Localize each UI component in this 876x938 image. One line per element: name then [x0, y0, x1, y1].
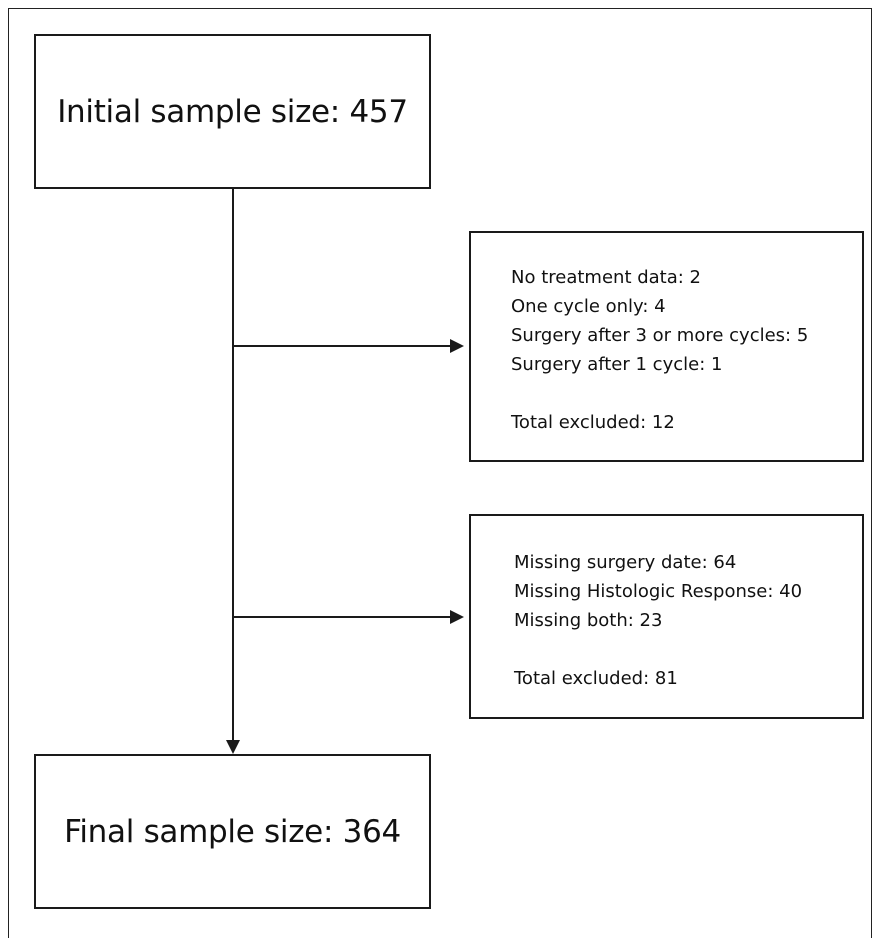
exclusion-1-item: One cycle only: 4 — [511, 296, 666, 317]
main-flow-arrowhead — [226, 740, 240, 754]
exclusion-1-total: Total excluded: 12 — [511, 412, 675, 433]
initial-sample-box: Initial sample size: 457 — [34, 34, 431, 189]
final-sample-label: Final sample size: 364 — [64, 813, 401, 850]
exclusion-2-item: Missing Histologic Response: 40 — [514, 581, 803, 602]
exclusion-box-1: No treatment data: 2 One cycle only: 4 S… — [469, 231, 864, 462]
figure-frame — [8, 8, 872, 938]
exclusion-1-item: Surgery after 1 cycle: 1 — [511, 354, 723, 375]
exclusion-1-item: Surgery after 3 or more cycles: 5 — [511, 325, 809, 346]
final-sample-box: Final sample size: 364 — [34, 754, 431, 909]
exclusion-2-arrowhead — [450, 610, 464, 624]
exclusion-1-item: No treatment data: 2 — [511, 267, 702, 288]
exclusion-2-list: Missing surgery date: 64 Missing Histolo… — [514, 548, 802, 693]
exclusion-2-item: Missing both: 23 — [514, 610, 663, 631]
initial-sample-label: Initial sample size: 457 — [57, 93, 408, 130]
exclusion-2-total: Total excluded: 81 — [514, 668, 678, 689]
exclusion-box-2: Missing surgery date: 64 Missing Histolo… — [469, 514, 864, 719]
exclusion-1-list: No treatment data: 2 One cycle only: 4 S… — [511, 263, 808, 437]
exclusion-2-item: Missing surgery date: 64 — [514, 552, 737, 573]
exclusion-1-arrowhead — [450, 339, 464, 353]
